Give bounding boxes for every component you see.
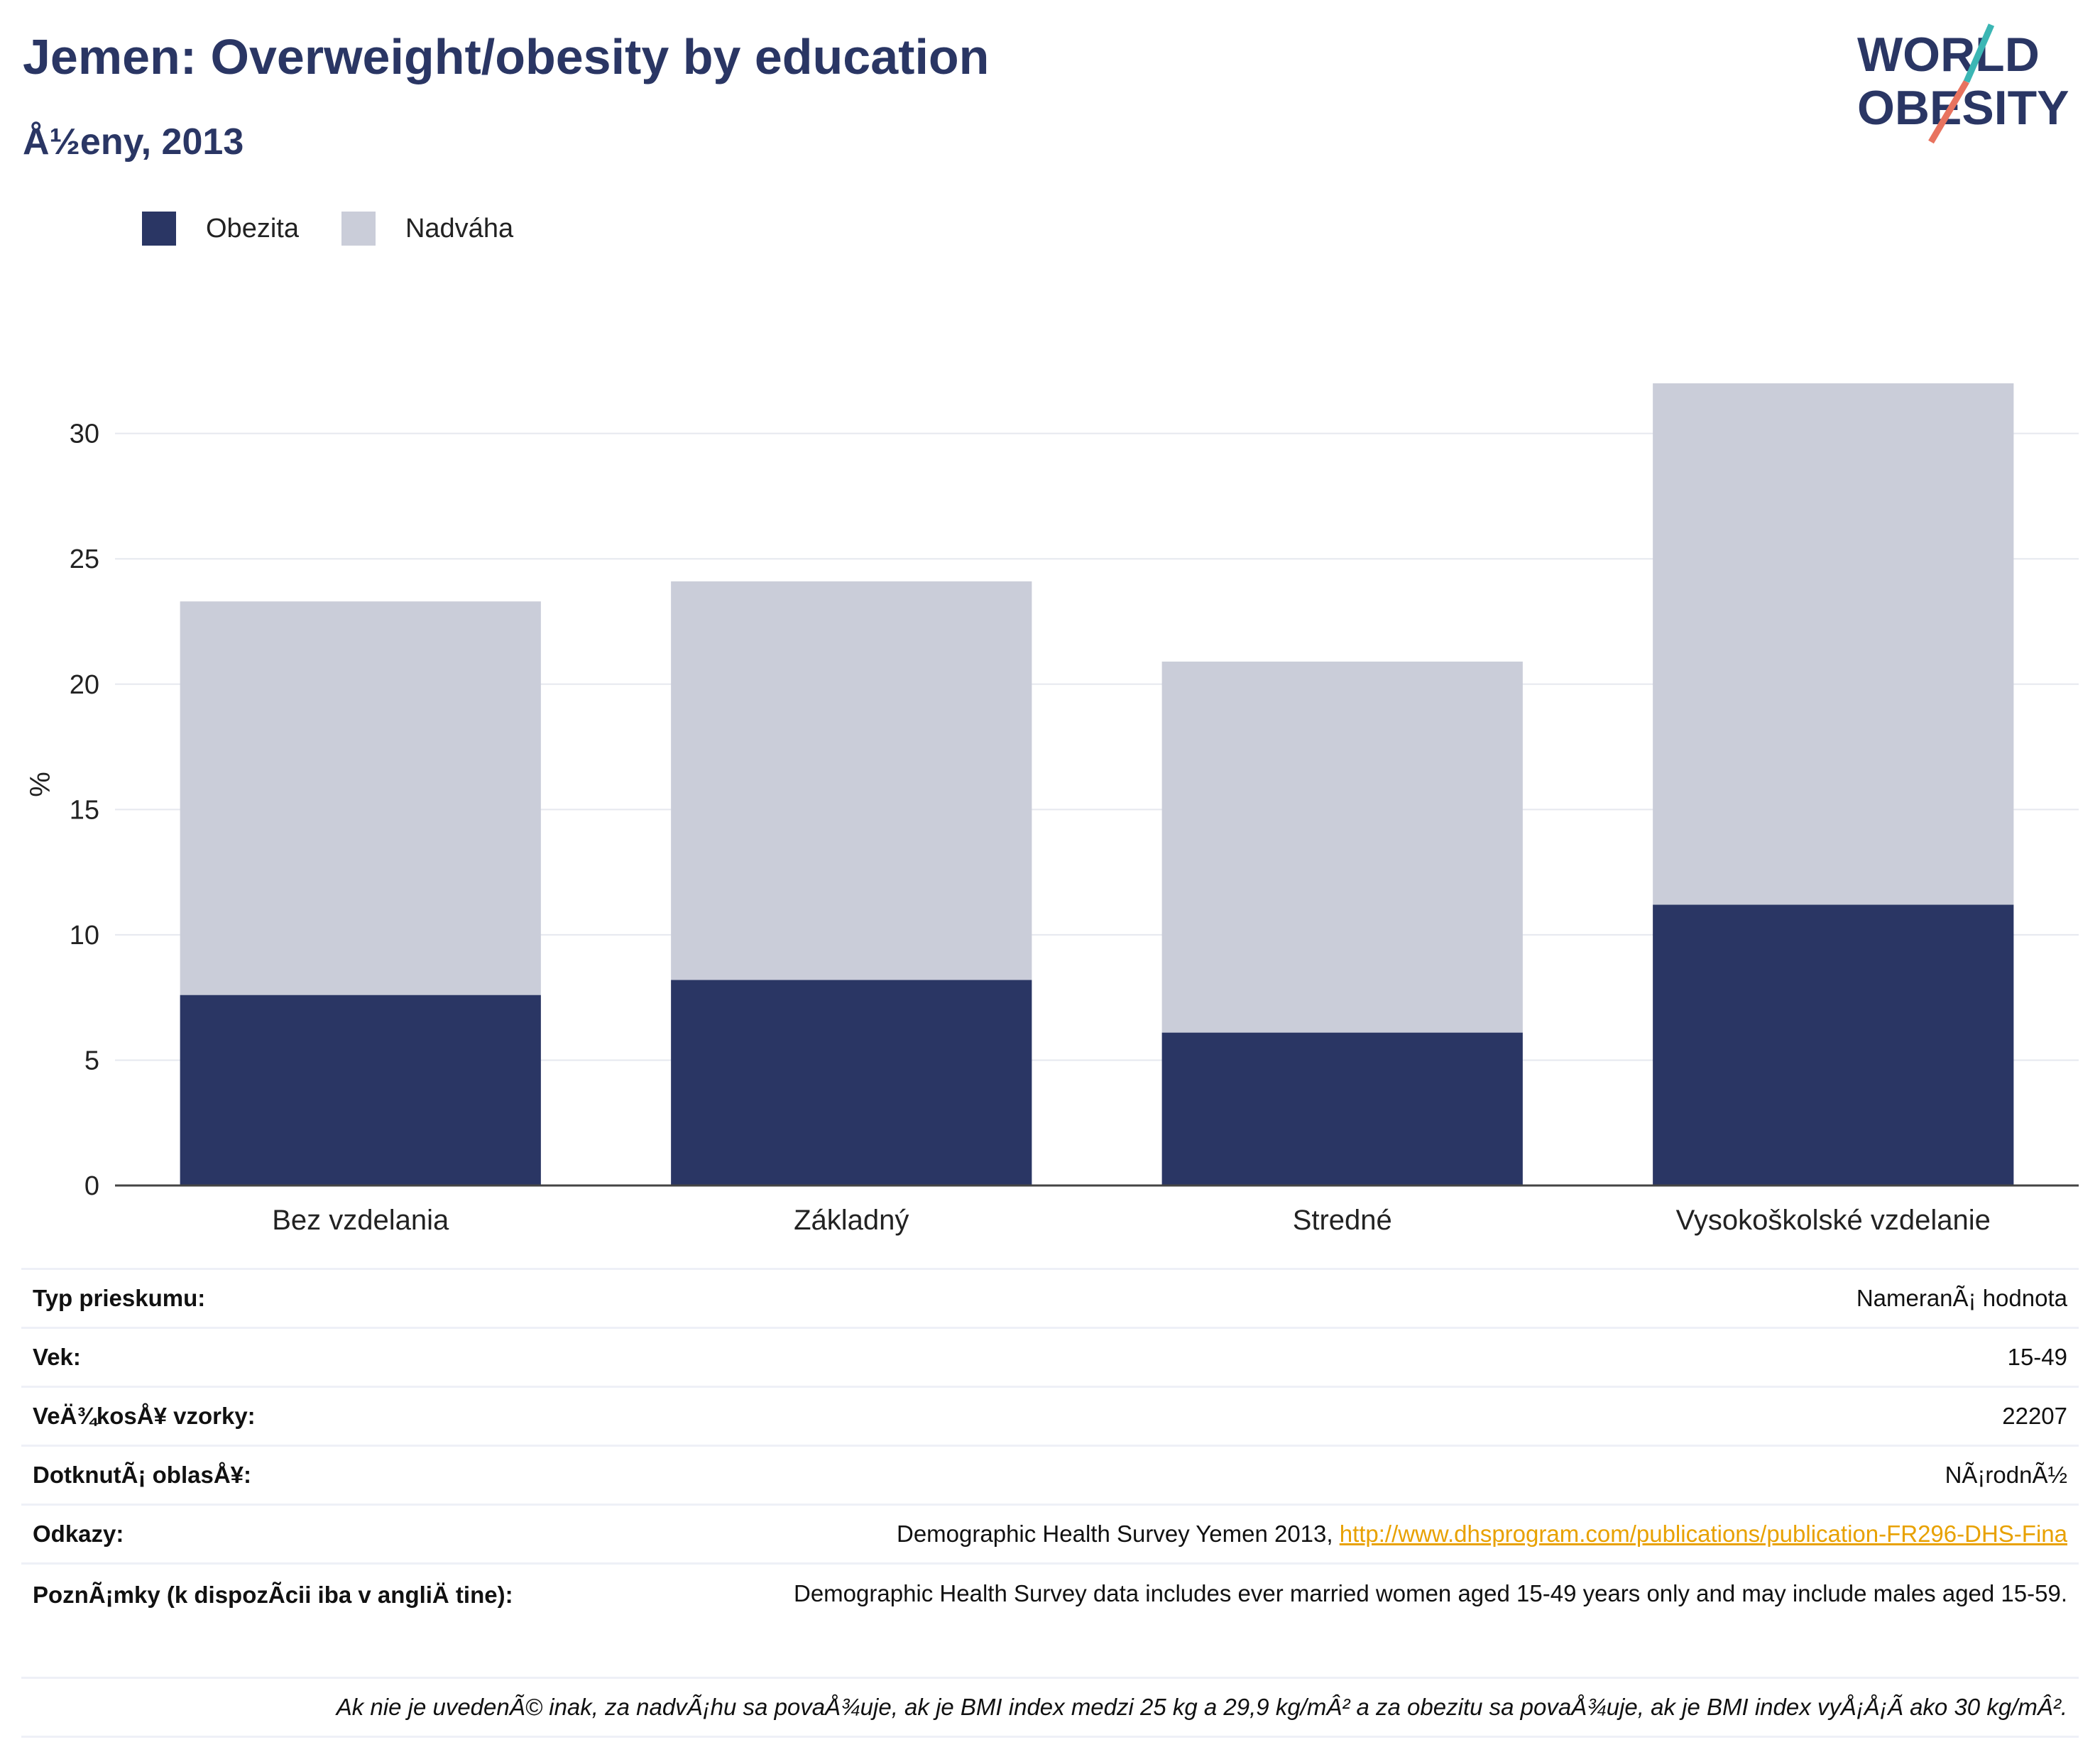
info-key: Typ prieskumu:	[33, 1285, 206, 1311]
chart-title: Jemen: Overweight/obesity by education	[23, 29, 990, 84]
info-row-area: DotknutÃ¡ oblasÅ¥: NÃ¡rodnÃ½	[21, 1447, 2079, 1506]
y-tick-label: 10	[70, 921, 99, 951]
legend-swatch-obezita	[142, 212, 176, 246]
references-text: Demographic Health Survey Yemen 2013,	[897, 1521, 1340, 1547]
chart-legend: Obezita Nadváha	[142, 212, 556, 246]
info-row-age: Vek: 15-49	[21, 1329, 2079, 1388]
bar-nadv-ha-4	[1653, 383, 2014, 905]
world-obesity-logo: WORLD OBESITY	[1857, 23, 2069, 144]
bar-nadv-ha-2	[671, 581, 1032, 980]
info-key: Odkazy:	[33, 1521, 124, 1547]
info-key: VeÄ¾kosÅ¥ vzorky:	[33, 1403, 256, 1429]
legend-label-obezita: Obezita	[206, 213, 299, 243]
y-tick-label: 0	[84, 1171, 99, 1201]
legend-item-nadvaha[interactable]: Nadváha	[341, 212, 513, 246]
info-value: 22207	[2002, 1403, 2067, 1429]
bar-nadv-ha-1	[180, 601, 541, 995]
bar-obezita-2	[671, 980, 1032, 1185]
y-tick-label: 5	[84, 1046, 99, 1075]
stacked-bar-chart: 0 5 10 15 20 25 30 Bez vzdelania Základný Stredné…	[25, 383, 2079, 1236]
bar-obezita-3	[1161, 1032, 1523, 1185]
y-tick-label: 15	[70, 795, 99, 825]
info-value: Demographic Health Survey Yemen 2013, ht…	[897, 1521, 2067, 1548]
logo-slash-lower	[1928, 80, 1969, 144]
info-value: 15-49	[2007, 1344, 2067, 1370]
references-link[interactable]: http://www.dhsprogram.com/publications/p…	[1339, 1521, 2067, 1547]
info-row-sample-size: VeÄ¾kosÅ¥ vzorky: 22207	[21, 1388, 2079, 1447]
logo-text-world: WORLD	[1857, 28, 2040, 82]
info-row-footnote: Ak nie je uvedenÃ© inak, za nadvÃ¡hu sa …	[21, 1679, 2079, 1738]
survey-info-table: Typ prieskumu: NameranÃ¡ hodnota Vek: 15…	[21, 1268, 2079, 1738]
legend-label-nadvaha: Nadváha	[405, 213, 514, 243]
legend-swatch-nadvaha	[341, 212, 376, 246]
legend-item-obezita[interactable]: Obezita	[142, 212, 299, 246]
info-value: NameranÃ¡ hodnota	[1856, 1285, 2067, 1311]
chart-subtitle: Å½eny, 2013	[23, 121, 244, 163]
bar-obezita-4	[1653, 904, 2014, 1185]
bar-obezita-1	[180, 995, 541, 1185]
info-row-notes: PoznÃ¡mky (k dispozÃcii iba v angliÄ tin…	[21, 1565, 2079, 1679]
info-key: Vek:	[33, 1344, 81, 1370]
info-key: DotknutÃ¡ oblasÅ¥:	[33, 1462, 251, 1488]
info-row-survey-type: Typ prieskumu: NameranÃ¡ hodnota	[21, 1270, 2079, 1329]
y-tick-label: 30	[70, 420, 99, 449]
x-tick-label: Bez vzdelania	[272, 1205, 449, 1236]
info-value: Demographic Health Survey data includes …	[794, 1580, 2067, 1606]
y-tick-label: 20	[70, 670, 99, 700]
x-tick-label: Vysokoškolské vzdelanie	[1676, 1205, 1991, 1236]
footnote-text: Ak nie je uvedenÃ© inak, za nadvÃ¡hu sa …	[336, 1694, 2067, 1720]
logo-slash-upper	[1963, 23, 1995, 83]
info-row-references: Odkazy: Demographic Health Survey Yemen …	[21, 1506, 2079, 1565]
bar-nadv-ha-3	[1161, 661, 1523, 1033]
y-axis-label: %	[25, 772, 56, 797]
x-tick-label: Základný	[794, 1205, 909, 1236]
x-tick-label: Stredné	[1293, 1205, 1392, 1236]
y-tick-label: 25	[70, 544, 99, 574]
info-value: NÃ¡rodnÃ½	[1945, 1462, 2067, 1488]
info-key: PoznÃ¡mky (k dispozÃcii iba v angliÄ tin…	[33, 1582, 513, 1608]
